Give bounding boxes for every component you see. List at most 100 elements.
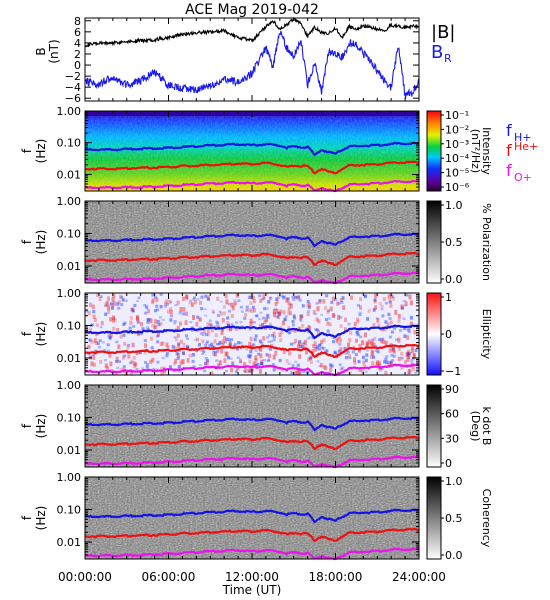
y-tick-label: −6 bbox=[65, 92, 81, 105]
ellipticity-pixel bbox=[177, 344, 181, 349]
ellipticity-pixel bbox=[269, 347, 272, 351]
ellipticity-pixel bbox=[338, 334, 342, 339]
ellipticity-pixel bbox=[299, 314, 303, 320]
ellipticity-pixel bbox=[361, 355, 365, 360]
ellipticity-pixel bbox=[320, 339, 324, 345]
ellipticity-pixel bbox=[292, 342, 296, 345]
ellipticity-pixel bbox=[228, 309, 231, 313]
ellipticity-pixel bbox=[235, 370, 238, 374]
ellipticity-pixel bbox=[122, 354, 126, 358]
ellipticity-pixel bbox=[198, 317, 202, 322]
ellipticity-pixel bbox=[288, 331, 292, 335]
ellipticity-pixel bbox=[151, 298, 155, 303]
ellipticity-pixel bbox=[119, 367, 123, 372]
ellipticity-pixel bbox=[325, 318, 328, 322]
ellipticity-pixel bbox=[230, 338, 234, 341]
ellipticity-pixel bbox=[203, 308, 207, 311]
ellipticity-pixel bbox=[231, 305, 235, 311]
y-axis-label: B bbox=[34, 47, 48, 55]
ellipticity-pixel bbox=[176, 300, 180, 305]
ellipticity-pixel bbox=[214, 325, 218, 328]
ellipticity-pixel bbox=[129, 371, 133, 376]
y-tick-label: 0 bbox=[74, 59, 81, 72]
ellipticity-pixel bbox=[248, 355, 252, 359]
ellipticity-pixel bbox=[298, 354, 302, 359]
ellipticity-pixel bbox=[277, 312, 281, 316]
ellipticity-pixel bbox=[255, 314, 259, 318]
ellipticity-pixel bbox=[302, 370, 305, 374]
series-line-b-magnitude bbox=[84, 17, 420, 48]
ellipticity-pixel bbox=[363, 295, 367, 299]
ellipticity-pixel bbox=[109, 361, 113, 367]
ellipticity-pixel bbox=[363, 332, 367, 338]
ellipticity-pixel bbox=[155, 304, 159, 308]
ellipticity-pixel bbox=[146, 318, 150, 322]
colorbar-tick-label: 1.0 bbox=[445, 199, 463, 212]
ellipticity-pixel bbox=[144, 361, 147, 364]
ellipticity-pixel bbox=[85, 328, 89, 334]
ellipticity-pixel bbox=[219, 300, 223, 303]
ellipticity-pixel bbox=[293, 316, 297, 320]
ellipticity-pixel bbox=[159, 305, 163, 309]
gyro-line-o bbox=[84, 363, 420, 377]
ellipticity-pixel bbox=[122, 365, 126, 369]
ellipticity-pixel bbox=[328, 322, 332, 327]
ellipticity-pixel bbox=[309, 356, 313, 360]
ellipticity-pixel bbox=[287, 362, 291, 365]
ellipticity-pixel bbox=[136, 316, 139, 321]
ellipticity-pixel bbox=[123, 341, 127, 346]
ellipticity-pixel bbox=[382, 297, 386, 302]
ellipticity-pixel bbox=[206, 322, 210, 327]
ellipticity-pixel bbox=[344, 317, 347, 322]
ellipticity-pixel bbox=[107, 310, 111, 314]
ellipticity-pixel bbox=[230, 367, 234, 373]
ellipticity-pixel bbox=[390, 330, 394, 334]
ellipticity-pixel bbox=[116, 302, 120, 306]
ellipticity-pixel bbox=[181, 359, 185, 365]
ellipticity-pixel bbox=[384, 340, 388, 346]
ellipticity-pixel bbox=[262, 294, 266, 299]
ellipticity-pixel bbox=[173, 336, 177, 339]
ellipticity-pixel bbox=[280, 330, 284, 334]
ellipticity-pixel bbox=[201, 353, 204, 356]
ellipticity-pixel bbox=[215, 320, 219, 323]
ellipticity-pixel bbox=[174, 358, 178, 364]
ellipticity-pixel bbox=[287, 301, 291, 306]
ellipticity-pixel bbox=[272, 309, 276, 314]
ellipticity-pixel bbox=[203, 362, 207, 366]
ellipticity-pixel bbox=[411, 358, 415, 361]
ellipticity-pixel bbox=[176, 325, 180, 331]
ellipticity-pixel bbox=[387, 362, 391, 367]
ellipticity-pixel bbox=[279, 326, 283, 330]
ellipticity-pixel bbox=[206, 359, 210, 363]
ellipticity-pixel bbox=[92, 314, 96, 319]
ellipticity-pixel bbox=[279, 338, 283, 342]
x-tick-label: 24:00:00 bbox=[392, 570, 446, 584]
ellipticity-pixel bbox=[333, 351, 337, 355]
ellipticity-pixel bbox=[236, 365, 240, 371]
ellipticity-pixel bbox=[243, 370, 246, 373]
ellipticity-pixel bbox=[267, 300, 271, 304]
ellipticity-pixel bbox=[212, 350, 216, 354]
ellipticity-pixel bbox=[179, 339, 183, 344]
ellipticity-pixel bbox=[178, 311, 182, 315]
ellipticity-pixel bbox=[185, 334, 188, 338]
ellipticity-pixel bbox=[291, 320, 295, 324]
ellipticity-pixel bbox=[332, 314, 336, 317]
ellipticity-pixel bbox=[361, 370, 365, 375]
ellipticity-pixel bbox=[269, 297, 273, 300]
ellipticity-pixel bbox=[260, 362, 263, 365]
ellipticity-pixel bbox=[192, 315, 195, 320]
ellipticity-pixel bbox=[218, 310, 222, 313]
ellipticity-pixel bbox=[229, 327, 233, 332]
ellipticity-pixel bbox=[384, 357, 388, 361]
ellipticity-pixel bbox=[307, 330, 311, 334]
ellipticity-pixel bbox=[112, 317, 116, 320]
panel-coherency: 1.00 0.10 0.01 f (Hz) 1.0 0.5 0.0 Coherency bbox=[20, 471, 493, 562]
ellipticity-pixel bbox=[93, 318, 97, 322]
ellipticity-pixel bbox=[120, 295, 124, 299]
ellipticity-pixel bbox=[221, 339, 225, 344]
ellipticity-pixel bbox=[121, 355, 125, 360]
ellipticity-pixel bbox=[273, 312, 277, 318]
ellipticity-pixel bbox=[294, 370, 298, 376]
